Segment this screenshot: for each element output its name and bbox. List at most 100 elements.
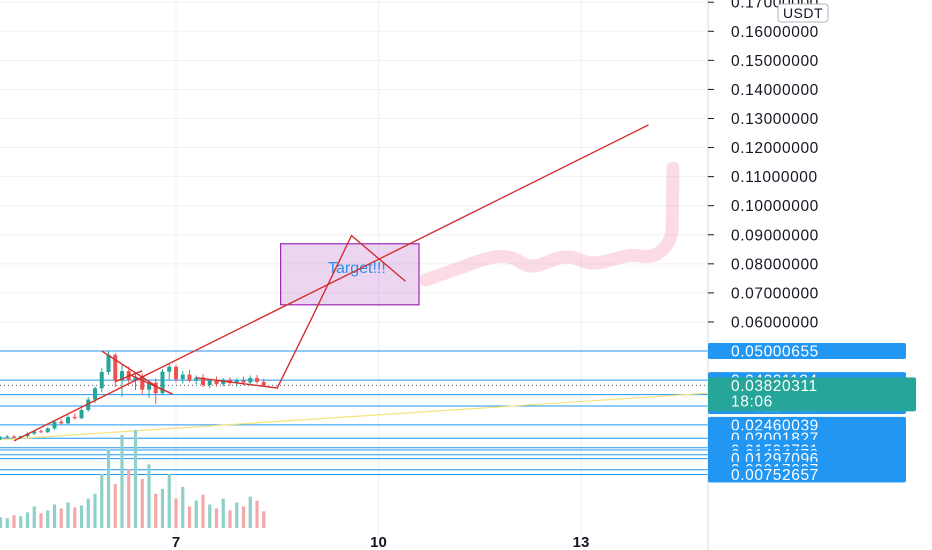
volume-bar [241,506,246,528]
volume-bar [228,510,232,528]
volume-bar [52,504,57,528]
candle-body [140,376,145,390]
candle-body [214,380,219,385]
volume-bar [214,508,219,528]
trend-line [13,124,649,442]
volume-bar [25,512,30,528]
candle-body [160,371,165,394]
grid [0,0,708,536]
candle-body [66,417,70,424]
volume-bar [133,430,138,528]
time-tick-label: 7 [172,534,180,550]
volume-bar [120,434,124,528]
price-tick-label: 0.07000000 [731,285,819,302]
price-tick-label: 0.10000000 [731,198,819,215]
level-price-tag [708,343,906,360]
candle-body [120,371,124,381]
unit-badge [777,3,829,23]
volume-bar [147,464,151,528]
volume-bar [221,498,225,528]
candle-body [5,436,10,438]
candle-body [153,382,158,394]
candle-body [221,379,226,385]
candle-body [174,366,178,380]
candle-body [207,380,212,386]
volume-bar [181,486,185,528]
volume-bar [255,500,259,528]
price-tick-label: 0.15000000 [731,53,819,70]
volume-bar [86,498,90,528]
volume-bar [19,516,23,528]
volume-bar [39,513,43,528]
candle-body [113,354,118,381]
candle-body [45,428,50,433]
candle-body [167,366,172,372]
time-tick-label: 13 [573,534,590,550]
candle-body [52,421,57,429]
candle-body [0,437,3,439]
level-price-tag [708,466,906,483]
volume-bar [235,502,239,528]
bar-countdown: 18:06 [731,393,773,410]
volume-bar [79,505,84,528]
candle-body [194,377,199,381]
candle-body [147,382,151,390]
last-price-value: 0.03820311 [731,378,818,395]
volume-bar [59,508,63,528]
time-axis: 7 10 13 [172,534,590,550]
horizontal-levels [0,350,709,476]
price-tick-label: 0.06000000 [731,314,819,331]
price-tick-label: 0.11000000 [731,169,818,186]
price-tick-label: 0.12000000 [731,140,819,157]
volume-bar [154,493,158,528]
drawings: Target!!! [13,124,680,442]
candle-body [180,374,185,380]
price-tick-label: 0.14000000 [731,82,819,99]
volume-bar [5,518,9,528]
candle-body [201,377,205,386]
price-tick-label: 0.09000000 [731,227,819,244]
price-tick-label: 0.08000000 [731,256,819,273]
candle-body [106,354,111,372]
candle-body [79,410,84,419]
yellow-trend-line [0,392,709,441]
volume-bar [12,515,16,528]
price-tick-label: 0.16000000 [731,24,819,41]
volume-bar [32,506,36,528]
volume-bar [262,511,266,528]
last-price-tag [708,377,916,412]
volume-bar [106,449,111,528]
candle-body [32,431,37,434]
candle-body [39,431,43,433]
flag-line [128,373,173,395]
candle-body [93,388,97,400]
volume-bar [174,498,178,528]
volume-bar [248,496,252,528]
volume-bar [208,504,212,528]
volume-bar [167,474,171,528]
volume-bar [127,469,131,528]
level-price-label: 0.00752657 [731,467,819,484]
level-price-tag [708,416,906,433]
candle-body [133,376,138,380]
price-tags: 0.050006550.040011240.035014450.03110058… [708,343,916,484]
candle-body [12,436,16,438]
unit-label: USDT [783,5,823,21]
price-tick-label: 0.13000000 [731,111,819,128]
price-tick-label: 0.17000000 [731,0,819,12]
projection-path [196,234,406,389]
candle-body [59,421,64,424]
volume-bar [0,517,3,528]
volume-bars [0,430,266,528]
level-price-label: 0.05000655 [731,344,819,361]
candle-body [261,381,266,386]
volume-bar [46,510,50,528]
time-tick-label: 10 [370,534,387,550]
highlighter-stroke [419,161,680,287]
price-axis: 0.17000000 0.16000000 0.15000000 0.14000000… [708,0,829,331]
candle-body [99,371,104,389]
volume-bar [160,488,165,528]
flag-line [114,370,143,383]
volume-bar [194,500,198,528]
